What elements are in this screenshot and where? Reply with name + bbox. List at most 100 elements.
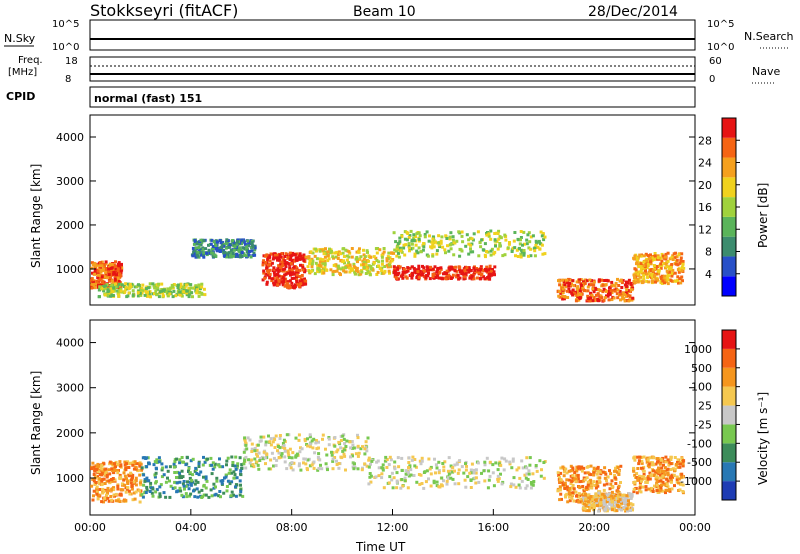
- echo-cell: [467, 268, 471, 272]
- echo-cell: [202, 484, 206, 488]
- echo-cell: [227, 471, 231, 475]
- echo-cell: [293, 253, 297, 257]
- echo-cell: [308, 435, 312, 439]
- velocity-colorbar-label: Velocity [m s⁻¹]: [756, 392, 770, 485]
- echo-cell: [669, 480, 673, 484]
- echo-cell: [357, 258, 361, 261]
- echo-cell: [153, 473, 157, 477]
- echo-cell: [439, 241, 443, 245]
- echo-cell: [218, 465, 222, 469]
- echo-cell: [267, 467, 271, 471]
- echo-cell: [137, 468, 141, 472]
- echo-cell: [510, 250, 514, 253]
- echo-cell: [102, 263, 106, 267]
- echo-cell: [633, 281, 637, 284]
- echo-cell: [467, 266, 471, 270]
- echo-cell: [123, 289, 127, 293]
- echo-cell: [456, 471, 460, 475]
- echo-cell: [404, 275, 408, 279]
- echo-cell: [439, 239, 443, 243]
- echo-cell: [323, 255, 327, 259]
- echo-cell: [485, 265, 489, 269]
- echo-cell: [518, 476, 522, 480]
- echo-cell: [253, 253, 257, 257]
- echo-cell: [559, 478, 563, 482]
- echo-cell: [140, 493, 144, 497]
- echo-cell: [97, 283, 100, 287]
- echo-cell: [98, 274, 102, 278]
- echo-cell: [92, 494, 95, 498]
- echo-cell: [199, 253, 203, 257]
- echo-cell: [243, 247, 247, 251]
- echo-cell: [487, 232, 491, 236]
- echo-cell: [154, 471, 158, 475]
- echo-cell: [356, 436, 360, 440]
- echo-cell: [608, 487, 612, 491]
- echo-cell: [160, 282, 164, 286]
- echo-cell: [232, 470, 236, 474]
- echo-cell: [497, 462, 501, 466]
- echo-cell: [96, 475, 100, 479]
- echo-cell: [599, 498, 603, 502]
- echo-cell: [104, 471, 108, 475]
- echo-cell: [636, 455, 640, 459]
- echo-cell: [671, 258, 675, 261]
- echo-cell: [422, 269, 426, 273]
- echo-cell: [642, 274, 646, 277]
- echo-cell: [514, 485, 518, 489]
- echo-cell: [168, 292, 172, 296]
- echo-cell: [112, 488, 116, 492]
- echo-cell: [605, 509, 609, 513]
- echo-cell: [247, 458, 250, 462]
- echo-cell: [403, 476, 407, 480]
- echo-cell: [644, 480, 648, 484]
- echo-cell: [624, 504, 628, 508]
- colorbar-tick-label: -100: [687, 437, 712, 450]
- echo-cell: [678, 465, 682, 469]
- echo-cell: [139, 289, 143, 292]
- echo-cell: [665, 477, 669, 481]
- echo-cell: [176, 283, 180, 287]
- echo-cell: [392, 271, 396, 275]
- echo-cell: [485, 269, 489, 273]
- echo-cell: [417, 246, 421, 250]
- echo-cell: [615, 498, 619, 502]
- echo-cell: [620, 297, 624, 301]
- echo-cell: [259, 439, 263, 443]
- echo-cell: [270, 279, 274, 283]
- echo-cell: [615, 509, 619, 513]
- echo-cell: [402, 267, 406, 271]
- echo-cell: [229, 248, 233, 252]
- echo-cell: [224, 240, 228, 244]
- echo-cell: [314, 439, 318, 442]
- y-tick-label: 1000: [56, 472, 84, 485]
- echo-cell: [525, 238, 529, 242]
- echo-cell: [175, 490, 179, 494]
- echo-cell: [97, 464, 101, 468]
- echo-cell: [289, 273, 292, 277]
- echo-cell: [664, 455, 668, 459]
- echo-cell: [100, 500, 104, 504]
- echo-cell: [337, 462, 341, 465]
- echo-cell: [670, 479, 673, 483]
- echo-cell: [310, 265, 314, 269]
- echo-cell: [594, 293, 598, 297]
- echo-cell: [200, 488, 204, 492]
- echo-cell: [235, 476, 239, 480]
- echo-cell: [578, 480, 582, 484]
- echo-cell: [202, 493, 206, 497]
- echo-cell: [100, 464, 104, 468]
- echo-cell: [457, 468, 461, 472]
- echo-cell: [569, 474, 573, 478]
- echo-cell: [637, 462, 641, 466]
- echo-cell: [343, 442, 347, 446]
- echo-cell: [275, 273, 279, 276]
- echo-cell: [673, 256, 677, 260]
- echo-cell: [367, 465, 371, 469]
- echo-cell: [617, 498, 620, 502]
- echo-cell: [164, 495, 168, 499]
- echo-cell: [355, 269, 358, 272]
- echo-cell: [571, 483, 575, 487]
- echo-cell: [567, 490, 571, 494]
- echo-cell: [680, 457, 684, 461]
